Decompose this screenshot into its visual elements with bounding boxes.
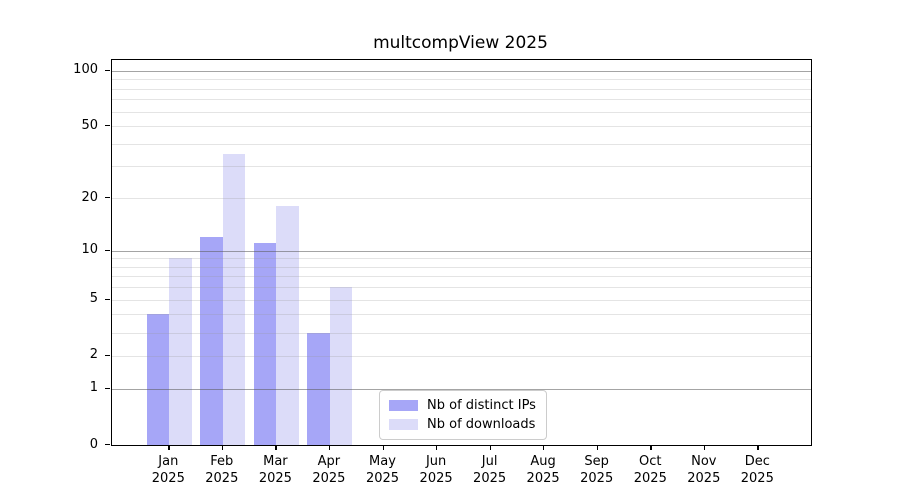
bar-downloads-jan [169, 258, 192, 445]
x-tick-label-oct: Oct 2025 [633, 454, 667, 486]
x-tick-label-nov: Nov 2025 [687, 454, 721, 486]
x-tick-label-jan: Jan 2025 [151, 454, 185, 486]
x-tick-mark-feb [221, 445, 224, 450]
x-axis: Jan 2025 Feb 2025 Mar 2025 Apr 2025 May 2025… [111, 445, 810, 499]
legend-label-distinct-ips: Nb of distinct IPs [427, 398, 536, 413]
legend-swatch-downloads [389, 419, 418, 430]
chart-title: multcompView 2025 [373, 33, 548, 53]
x-tick-mark-may [382, 445, 384, 450]
x-tick-mark-jul [489, 445, 491, 450]
y-tick-mark-1 [105, 387, 110, 390]
x-tick-mark-jun [436, 445, 438, 450]
y-axis: 0 1 2 5 10 20 50 100 [0, 59, 111, 452]
y-tick-label-100: 100 [73, 62, 98, 78]
x-tick-label-jun: Jun 2025 [419, 454, 453, 486]
x-tick-label-sep: Sep 2025 [580, 454, 614, 486]
y-tick-label-1: 1 [89, 380, 98, 396]
y-tick-label-2: 2 [89, 347, 98, 363]
bar-downloads-feb [222, 154, 246, 445]
bar-downloads-mar [276, 206, 299, 445]
legend-label-downloads: Nb of downloads [427, 417, 536, 432]
y-tick-label-10: 10 [81, 242, 98, 257]
bar-distinct-ips-feb [200, 236, 223, 445]
y-tick-mark-5 [105, 298, 110, 300]
x-tick-mark-dec [757, 445, 759, 450]
x-tick-mark-mar [275, 445, 277, 450]
y-tick-mark-50 [105, 125, 110, 127]
legend: Nb of distinct IPs Nb of downloads [379, 390, 547, 440]
y-tick-label-50: 50 [81, 117, 98, 133]
bar-downloads-apr [329, 287, 353, 445]
bars-layer [112, 60, 811, 445]
x-tick-label-may: May 2025 [365, 454, 400, 486]
x-tick-mark-sep [596, 445, 599, 450]
y-tick-label-5: 5 [89, 291, 98, 307]
bar-distinct-ips-mar [253, 243, 277, 445]
legend-swatch-distinct-ips [389, 400, 418, 411]
y-tick-mark-10 [105, 249, 110, 251]
x-tick-mark-apr [328, 445, 331, 450]
legend-item-downloads: Nb of downloads [389, 417, 536, 432]
x-tick-mark-oct [650, 445, 652, 450]
x-tick-label-feb: Feb 2025 [205, 454, 239, 486]
x-tick-label-apr: Apr 2025 [312, 454, 346, 486]
x-tick-label-jul: Jul 2025 [473, 454, 507, 486]
plot-area: Nb of distinct IPs Nb of downloads [111, 59, 812, 446]
bar-distinct-ips-jan [146, 314, 170, 445]
bar-distinct-ips-apr [307, 332, 330, 445]
y-tick-mark-20 [105, 197, 110, 199]
x-tick-label-mar: Mar 2025 [258, 454, 292, 486]
y-tick-label-20: 20 [81, 189, 98, 205]
x-tick-label-aug: Aug 2025 [526, 454, 560, 486]
y-tick-mark-100 [105, 69, 110, 71]
legend-item-distinct-ips: Nb of distinct IPs [389, 398, 536, 413]
x-tick-mark-aug [543, 445, 545, 450]
x-tick-mark-jan [168, 445, 170, 450]
x-tick-mark-nov [703, 445, 706, 450]
x-tick-label-dec: Dec 2025 [740, 454, 774, 486]
y-tick-mark-0 [105, 444, 110, 446]
y-tick-mark-2 [105, 354, 110, 357]
y-tick-label-0: 0 [89, 436, 98, 452]
